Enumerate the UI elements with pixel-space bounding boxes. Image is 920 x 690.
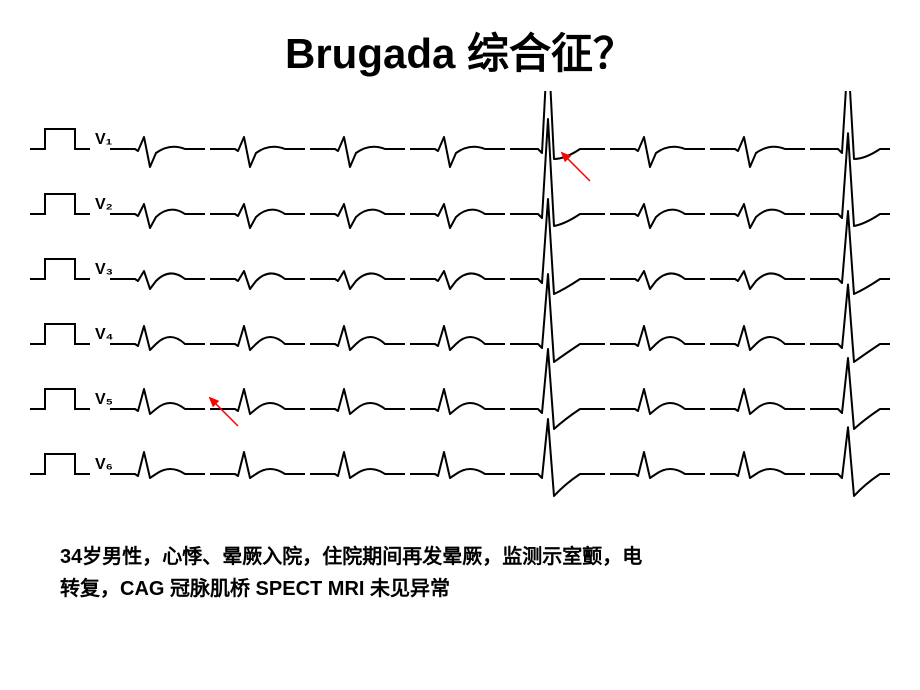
caption-line-1: 34岁男性，心悸、晕厥入院，住院期间再发晕厥，监测示室颤，电 [60, 546, 642, 568]
slide-title: Brugada 综合征？ [0, 0, 920, 91]
caption-line-2: 转复，CAG 冠脉肌桥 SPECT MRI 未见异常 [60, 578, 450, 600]
ecg-waveform: V₁ V₂ V₃ V₄ V₅ V₆ [30, 91, 890, 521]
ecg-chart-container: V₁ V₂ V₃ V₄ V₅ V₆ [30, 91, 890, 521]
svg-text:V₅: V₅ [95, 391, 113, 408]
svg-text:V₁: V₁ [95, 131, 113, 148]
svg-text:V₂: V₂ [95, 196, 113, 213]
svg-text:V₄: V₄ [95, 326, 113, 343]
svg-text:V₃: V₃ [95, 261, 113, 278]
svg-text:V₆: V₆ [95, 456, 113, 473]
case-description: 34岁男性，心悸、晕厥入院，住院期间再发晕厥，监测示室颤，电 转复，CAG 冠脉… [0, 521, 920, 605]
